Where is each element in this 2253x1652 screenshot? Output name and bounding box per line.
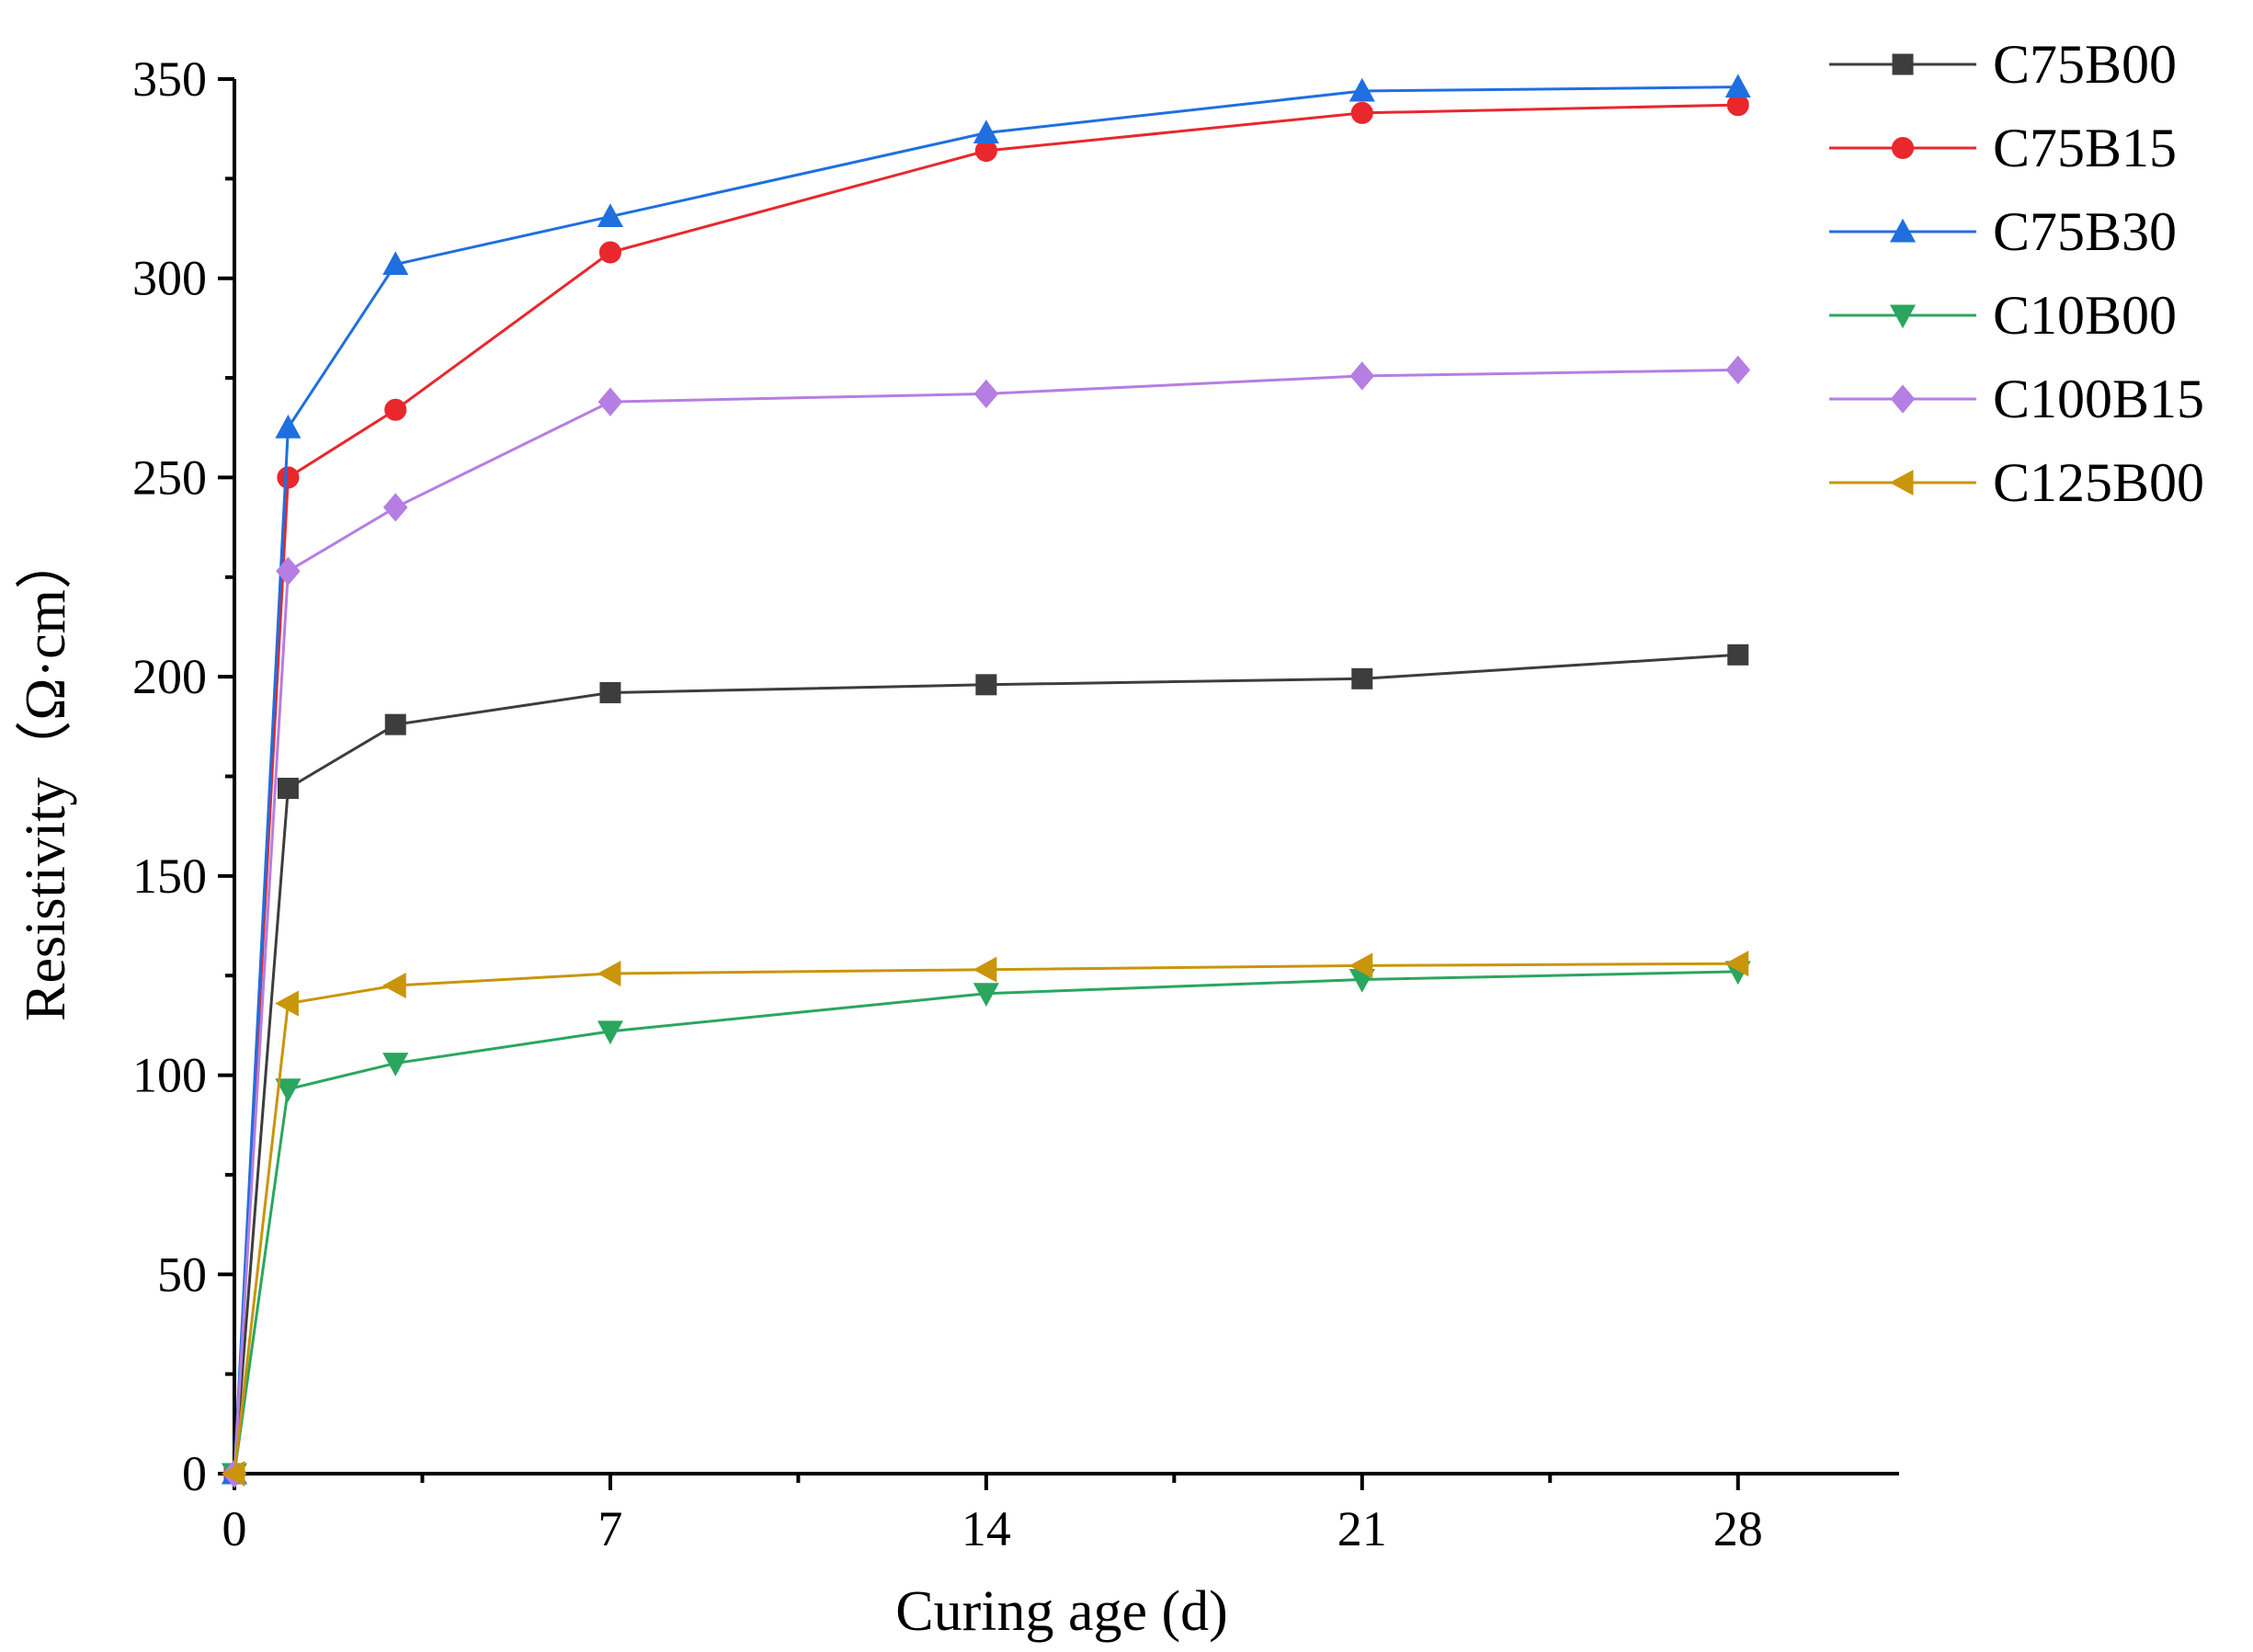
data-point: [597, 1020, 623, 1045]
y-tick-label: 150: [132, 849, 207, 904]
legend-marker: [1892, 53, 1914, 75]
legend-item: C10B00: [1829, 285, 2177, 346]
y-tick-label: 100: [132, 1048, 207, 1103]
data-point: [1349, 361, 1375, 391]
x-tick-label: 0: [222, 1501, 247, 1556]
data-point: [384, 713, 406, 735]
x-tick-label: 14: [962, 1501, 1011, 1556]
data-point: [1348, 952, 1373, 979]
legend-marker: [1889, 304, 1917, 329]
data-point: [276, 556, 301, 586]
y-tick-label: 50: [157, 1247, 207, 1302]
x-tick-label: 28: [1713, 1501, 1763, 1556]
series-C125B00: [221, 951, 1749, 1487]
legend-marker: [1891, 136, 1915, 160]
data-point: [382, 973, 406, 999]
series-C10B00: [221, 961, 1751, 1487]
data-point: [973, 379, 999, 409]
data-point: [277, 466, 300, 489]
y-tick-label: 0: [182, 1446, 207, 1501]
legend-label: C125B00: [1993, 452, 2204, 513]
y-axis-title: Resistivity（Ω·cm）: [15, 532, 77, 1021]
legend-item: C125B00: [1829, 452, 2204, 513]
data-point: [597, 387, 623, 416]
data-point: [221, 1460, 245, 1487]
series-line: [233, 103, 1738, 1475]
legend-item: C75B00: [1829, 34, 2177, 95]
series-line: [233, 368, 1738, 1475]
data-point: [277, 778, 299, 800]
data-point: [1351, 667, 1373, 689]
legend-marker: [1889, 218, 1917, 243]
legend-label: C75B15: [1993, 118, 2177, 178]
data-point: [382, 1053, 409, 1077]
data-point: [1350, 101, 1373, 124]
axes: [233, 79, 1899, 1475]
data-point: [275, 990, 299, 1017]
legend-item: C100B15: [1829, 369, 2204, 429]
data-point: [382, 493, 408, 522]
data-point: [275, 1078, 302, 1102]
series-C75B30: [221, 74, 1751, 1485]
series-C75B00: [223, 644, 1749, 1485]
data-point: [975, 674, 997, 696]
series-line: [233, 85, 1738, 1475]
legend-item: C75B15: [1829, 118, 2177, 178]
legend-item: C75B30: [1829, 201, 2177, 262]
data-point: [1348, 77, 1375, 102]
legend-label: C75B00: [1993, 34, 2177, 95]
series-C75B15: [222, 94, 1749, 1486]
legend-marker: [1889, 469, 1914, 496]
data-point: [597, 203, 623, 228]
data-point: [973, 120, 999, 144]
data-point: [598, 241, 621, 264]
series-C100B15: [222, 355, 1751, 1488]
data-point: [1724, 74, 1751, 98]
data-point: [275, 415, 302, 439]
legend-marker: [1890, 384, 1916, 414]
series-line: [233, 970, 1738, 1475]
y-tick-label: 200: [132, 649, 207, 704]
data-point: [599, 681, 621, 703]
data-point: [1725, 355, 1751, 385]
y-tick-label: 250: [132, 450, 207, 505]
series-line: [233, 653, 1738, 1475]
legend: C75B00 C75B15 C75B30 C10B00 C100B15 C125B00: [1829, 34, 2204, 513]
data-point: [973, 983, 999, 1007]
ticks: 0 50 100 150 200 250 300 350 0 7 14 21 28: [132, 51, 1763, 1556]
legend-label: C75B30: [1993, 201, 2177, 262]
x-tick-label: 21: [1337, 1501, 1387, 1556]
data-point: [973, 956, 997, 983]
data-point: [384, 398, 407, 421]
data-point: [1724, 951, 1749, 977]
y-tick-label: 300: [132, 251, 207, 306]
legend-label: C100B15: [1993, 369, 2204, 429]
x-axis-title: Curing age (d): [895, 1580, 1228, 1643]
y-tick-label: 350: [132, 51, 207, 107]
series-line: [233, 962, 1738, 1475]
data-point: [597, 961, 621, 987]
legend-label: C10B00: [1993, 285, 2177, 346]
series: [221, 74, 1751, 1488]
data-point: [1727, 644, 1749, 666]
data-point: [382, 251, 409, 276]
x-tick-label: 7: [597, 1501, 622, 1556]
